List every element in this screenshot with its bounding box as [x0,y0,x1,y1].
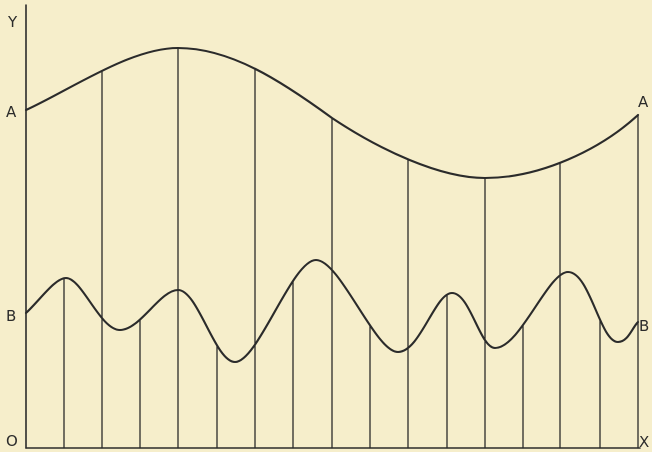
curve-a [24,46,640,180]
curve-b-left-label: B [6,307,16,325]
x-axis-label: X [639,433,649,451]
curve-a-left-label: A [6,103,17,121]
origin-label: O [6,432,18,450]
ordinate-lines [63,47,639,449]
curve-b-right-label: B [639,317,649,335]
y-axis-label: Y [7,13,18,31]
curve-b [24,258,640,364]
curve-a-right-label: A [638,93,649,111]
